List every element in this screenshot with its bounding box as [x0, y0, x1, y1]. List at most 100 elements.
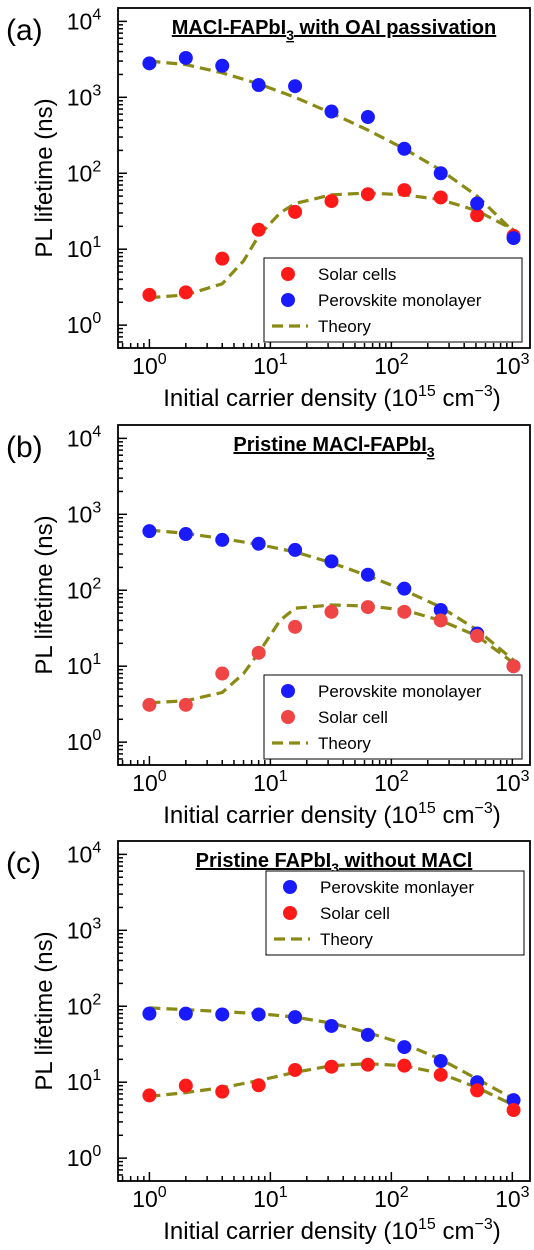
chart-title: Pristine MACl-FAPbI3: [233, 434, 434, 460]
legend-label: Solar cell: [320, 904, 390, 923]
monolayer-point: [433, 602, 448, 617]
solar-cell-point: [360, 600, 375, 615]
panel-label: (c): [6, 847, 41, 880]
legend-marker: [281, 293, 295, 307]
y-tick-label: 101: [67, 651, 102, 679]
solar-cell-point: [324, 1059, 339, 1074]
y-tick-label: 101: [67, 234, 102, 262]
solar-cell-point: [470, 1083, 485, 1098]
x-tick-label: 100: [132, 351, 167, 379]
legend: Perovskite monlayer Solar cell Theory: [265, 870, 525, 956]
solar-cell-point: [397, 1058, 412, 1073]
monolayer-point: [506, 1093, 521, 1108]
monolayer-point: [178, 527, 193, 542]
solar-cell-point: [251, 1078, 266, 1093]
legend-marker: [283, 906, 297, 920]
theory-line: [149, 528, 515, 662]
y-tick-label: 104: [67, 839, 102, 867]
x-tick-label: 101: [253, 1184, 288, 1212]
y-tick-label: 102: [67, 575, 102, 603]
monolayer-point: [142, 524, 157, 539]
solar-cell-point: [433, 613, 448, 628]
plot-frame: [117, 840, 531, 1182]
legend-label: Theory: [318, 317, 371, 336]
solar-cell-point: [433, 190, 448, 205]
monolayer-point: [215, 58, 230, 73]
monolayer-point: [360, 110, 375, 125]
solar-cell-point: [288, 204, 303, 219]
legend-marker: [283, 880, 297, 894]
x-tick-label: 103: [495, 351, 530, 379]
monolayer-point: [397, 141, 412, 156]
x-axis-label: Initial carrier density (1015 cm−3): [163, 800, 500, 829]
panel-label: (b): [6, 431, 43, 464]
monolayer-point: [397, 1040, 412, 1055]
solar-cell-point: [360, 1057, 375, 1072]
solar-cell-point: [470, 628, 485, 643]
monolayer-point: [142, 1006, 157, 1021]
legend: Perovskite monolayer Solar cell Theory: [263, 674, 523, 760]
y-tick-label: 100: [67, 727, 102, 755]
legend-label: Theory: [318, 734, 371, 753]
x-tick-label: 103: [495, 1184, 530, 1212]
x-tick-label: 102: [374, 768, 409, 796]
solar-cell-point: [360, 187, 375, 202]
y-tick-label: 103: [67, 82, 102, 110]
monolayer-point: [178, 1006, 193, 1021]
solar-cell-point: [506, 1103, 521, 1118]
solar-cell-point: [215, 251, 230, 266]
solar-cell-point: [324, 194, 339, 209]
monolayer-point: [433, 166, 448, 181]
panel-label: (a): [6, 14, 43, 47]
monolayer-point: [324, 1018, 339, 1033]
monolayer-point: [360, 1027, 375, 1042]
solar-cell-point: [251, 645, 266, 660]
monolayer-point: [397, 581, 412, 596]
solar-cell-point: [397, 183, 412, 198]
solar-cell-point: [142, 287, 157, 302]
chart-title: MACl-FAPbI3 with OAI passivation: [172, 17, 497, 43]
x-axis-label: Initial carrier density (1015 cm−3): [163, 383, 500, 412]
x-tick-label: 102: [374, 351, 409, 379]
legend-label: Theory: [320, 930, 373, 949]
theory-line: [149, 1062, 515, 1107]
legend-label: Perovskite monolayer: [318, 682, 482, 701]
monolayer-point: [288, 79, 303, 94]
x-tick-label: 103: [495, 768, 530, 796]
legend-label: Solar cell: [318, 708, 388, 727]
solar-cell-point: [433, 1067, 448, 1082]
panel-0: 100 101 102 103 100 101 102 103 104 PL lifetime (…: [6, 6, 531, 412]
y-tick-label: 100: [67, 1143, 102, 1171]
legend-label: Solar cells: [318, 265, 396, 284]
legend-marker: [281, 710, 295, 724]
y-axis-label: PL lifetime (ns): [31, 515, 58, 674]
legend-label: Perovskite monlayer: [320, 878, 474, 897]
solar-cell-point: [397, 604, 412, 619]
plot-frame: [117, 424, 531, 766]
solar-cell-point: [324, 604, 339, 619]
y-tick-label: 104: [67, 423, 102, 451]
solar-cell-point: [470, 208, 485, 223]
monolayer-point: [215, 532, 230, 547]
x-tick-label: 101: [253, 768, 288, 796]
solar-cell-point: [178, 1078, 193, 1093]
monolayer-point: [288, 1010, 303, 1025]
solar-cell-point: [142, 697, 157, 712]
legend: Solar cells Perovskite monolayer Theory: [263, 257, 523, 343]
theory-line: [149, 1006, 515, 1101]
solar-cell-point: [178, 697, 193, 712]
y-axis-label: PL lifetime (ns): [31, 98, 58, 257]
solar-cell-point: [506, 659, 521, 674]
panel-1: 100 101 102 103 100 101 102 103 104 PL lifetime (…: [6, 423, 531, 829]
monolayer-point: [360, 567, 375, 582]
y-axis-label: PL lifetime (ns): [31, 931, 58, 1090]
monolayer-point: [324, 104, 339, 119]
x-tick-label: 102: [374, 1184, 409, 1212]
plot-frame: [117, 7, 531, 349]
y-tick-label: 102: [67, 991, 102, 1019]
solar-cell-point: [215, 1084, 230, 1099]
monolayer-point: [178, 50, 193, 65]
chart-title: Pristine FAPbI3 without MACl: [196, 850, 473, 876]
solar-cell-point: [251, 222, 266, 237]
